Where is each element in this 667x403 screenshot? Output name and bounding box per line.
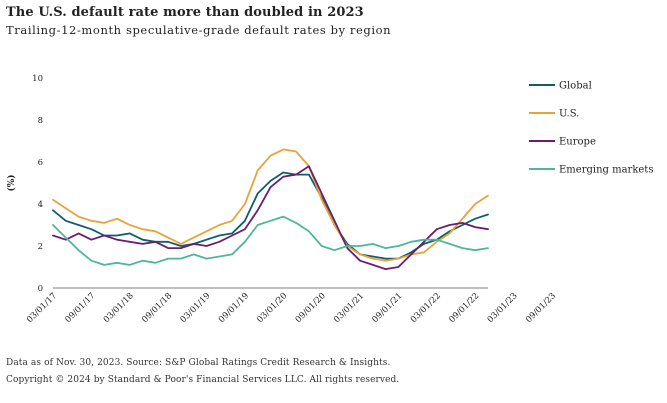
series-line-emerging-markets bbox=[52, 215, 489, 266]
x-tick-label: 03/01/17 bbox=[25, 291, 59, 325]
x-tick-label: 09/01/20 bbox=[294, 291, 328, 325]
chart-subtitle: Trailing-12-month speculative-grade defa… bbox=[6, 23, 392, 37]
legend-label-u-s: U.S. bbox=[559, 109, 579, 120]
y-tick-label: 0 bbox=[38, 284, 43, 294]
x-tick-label: 03/01/23 bbox=[486, 291, 520, 325]
y-tick-label: 8 bbox=[38, 116, 43, 126]
x-tick-label: 03/01/20 bbox=[255, 291, 289, 325]
series-line-global bbox=[52, 171, 489, 260]
y-tick-label: 4 bbox=[38, 200, 43, 210]
y-tick-label: 10 bbox=[32, 74, 43, 84]
chart-title: The U.S. default rate more than doubled … bbox=[6, 5, 364, 20]
x-tick-label: 03/01/18 bbox=[102, 291, 136, 325]
x-tick-label: 03/01/21 bbox=[332, 291, 366, 325]
legend-label-europe: Europe bbox=[559, 137, 596, 148]
series-line-u-s bbox=[52, 148, 489, 262]
x-tick-label: 09/01/22 bbox=[447, 291, 481, 325]
source-note: Data as of Nov. 30, 2023. Source: S&P Gl… bbox=[6, 358, 391, 368]
x-tick-label: 09/01/18 bbox=[140, 291, 174, 325]
legend-label-global: Global bbox=[559, 81, 592, 92]
legend-label-emerging-markets: Emerging markets bbox=[559, 165, 653, 176]
x-tick-label: 03/01/19 bbox=[179, 291, 213, 325]
copyright-note: Copyright © 2024 by Standard & Poor's Fi… bbox=[6, 375, 400, 385]
x-tick-label: 09/01/23 bbox=[524, 291, 558, 325]
x-tick-label: 09/01/19 bbox=[217, 291, 251, 325]
x-tick-label: 03/01/22 bbox=[409, 291, 443, 325]
series-line-europe bbox=[52, 165, 489, 271]
y-axis-label: (%) bbox=[6, 174, 17, 191]
y-tick-label: 2 bbox=[38, 242, 43, 252]
x-tick-label: 09/01/21 bbox=[370, 291, 404, 325]
x-tick-label: 09/01/17 bbox=[63, 291, 97, 325]
y-tick-label: 6 bbox=[38, 158, 43, 168]
